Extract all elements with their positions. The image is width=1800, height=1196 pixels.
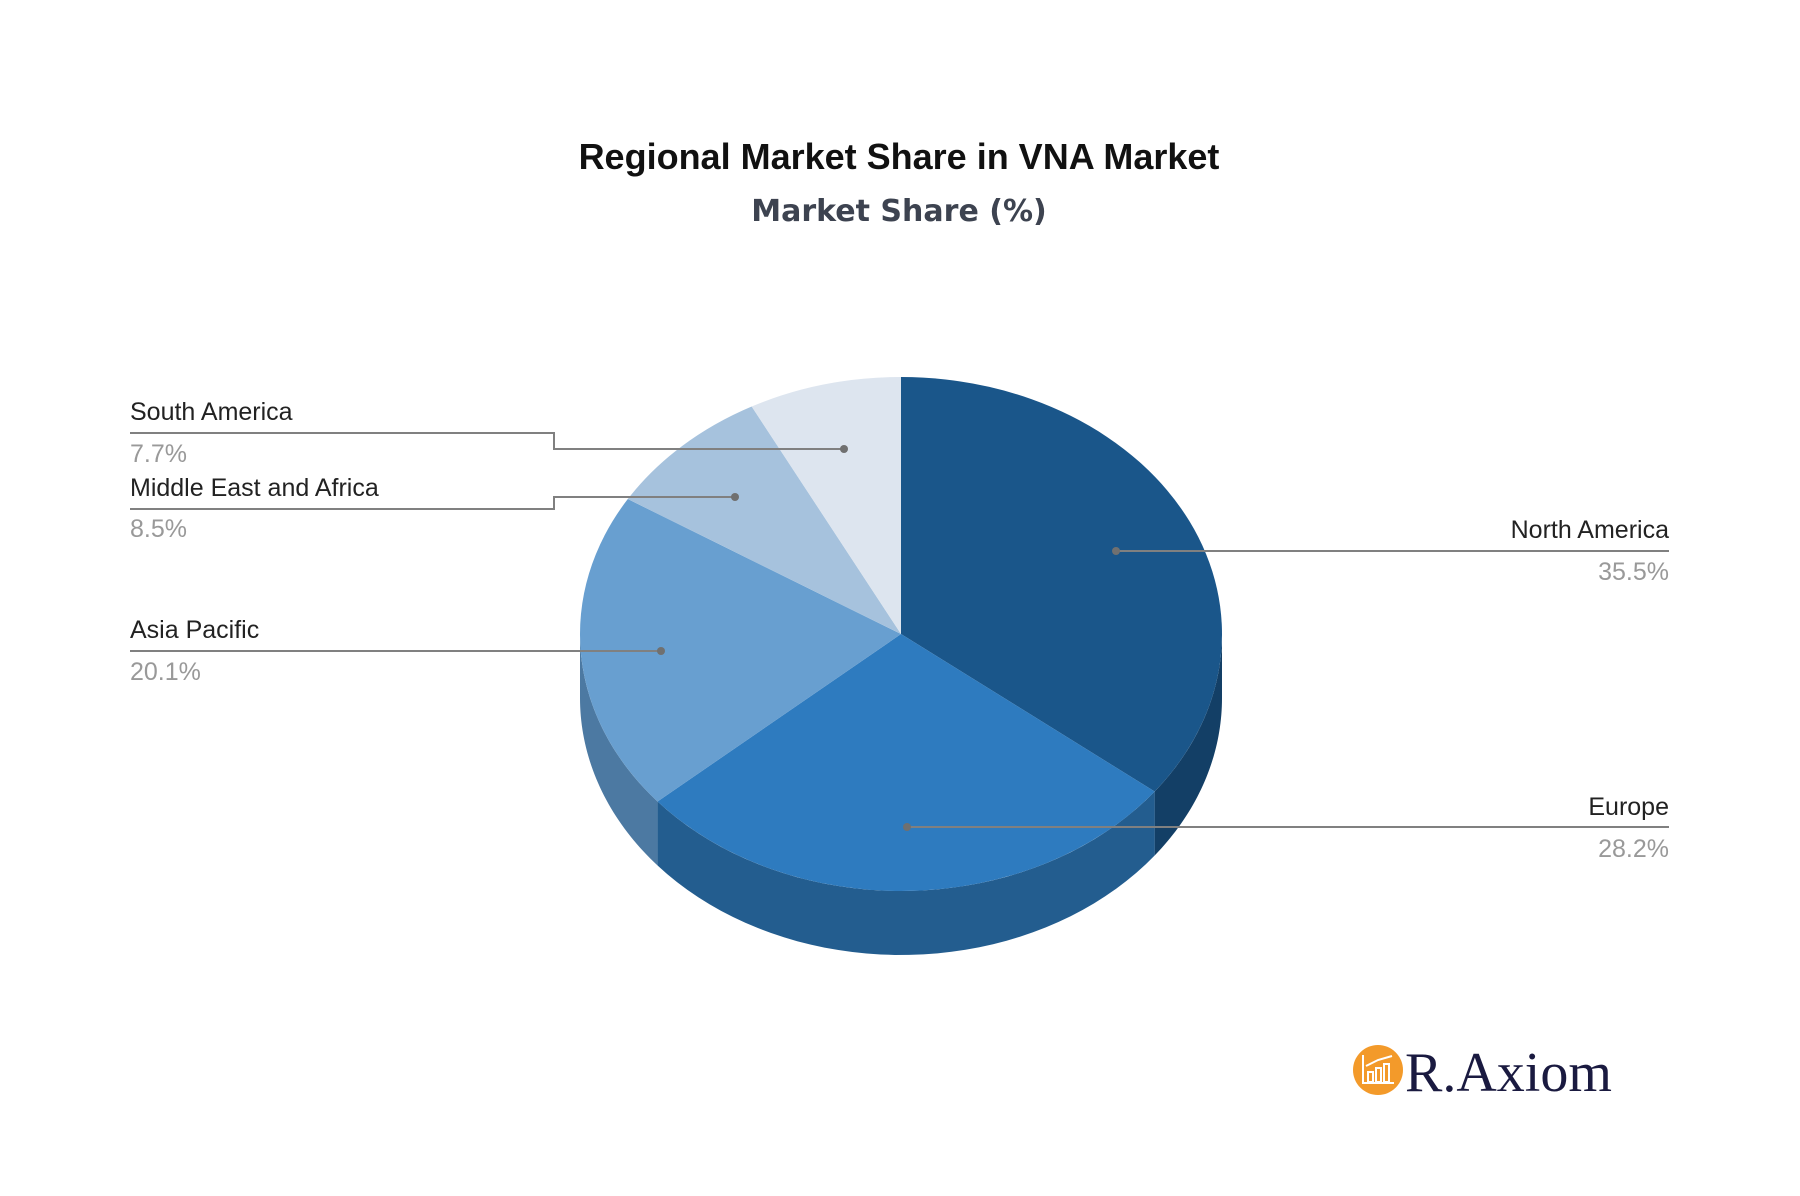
leader-line [130,496,735,510]
leader-dot [903,823,911,831]
slice-label: Europe [1588,793,1669,821]
slice-value: 20.1% [130,658,201,686]
slice-value: 35.5% [1598,558,1669,586]
slice-value: 8.5% [130,515,187,543]
logo-text: R.Axiom [1405,1042,1612,1104]
chart-title: Regional Market Share in VNA Market [579,136,1220,177]
slice-north-america[interactable] [901,377,1222,792]
label-north-america: North America 35.5% [1112,516,1669,586]
logo: R.Axiom [1353,1042,1612,1104]
slice-asia-pacific[interactable] [580,499,901,802]
label-middle-east-africa: Middle East and Africa 8.5% [130,474,739,543]
slice-value: 28.2% [1598,835,1669,863]
slice-south-america[interactable] [751,377,901,634]
slice-side-europe [657,791,1155,955]
pie-sides [580,634,1222,955]
pie-slices [580,377,1222,891]
slice-label: Asia Pacific [130,616,259,644]
leader-dot [731,493,739,501]
slice-label: South America [130,398,293,426]
slice-side-north-america [1154,634,1222,856]
leader-dot [657,647,665,655]
logo-chart-icon [1353,1045,1403,1095]
slice-side-asia-pacific [580,634,658,866]
slice-value: 7.7% [130,440,187,468]
label-europe: Europe 28.2% [903,793,1669,863]
leader-dot [1112,547,1120,555]
leader-line [130,432,844,450]
slice-middle-east-and-africa[interactable] [627,406,901,634]
slice-label: North America [1511,516,1669,544]
slice-label: Middle East and Africa [130,474,379,502]
label-south-america: South America 7.7% [130,398,848,468]
leader-dot [840,445,848,453]
label-asia-pacific: Asia Pacific 20.1% [130,616,665,686]
chart-subtitle: Market Share (%) [751,194,1046,229]
